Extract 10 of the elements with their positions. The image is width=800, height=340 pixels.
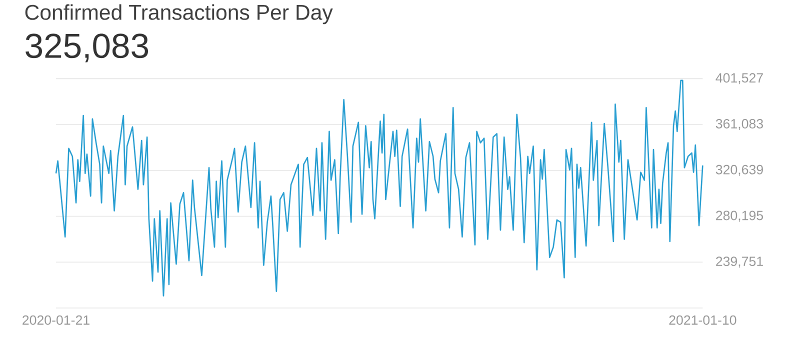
- y-tick-label: 280,195: [716, 210, 764, 222]
- y-tick-label: 401,527: [716, 73, 763, 84]
- chart-title: Confirmed Transactions Per Day: [25, 4, 333, 24]
- x-tick-label: 2020-01-21: [22, 315, 90, 325]
- y-tick-label: 239,751: [716, 256, 763, 268]
- x-tick-label: 2021-01-10: [669, 315, 736, 325]
- y-tick-label: 361,083: [716, 119, 763, 130]
- line-series: [55, 80, 704, 297]
- y-tick-label: 320,639: [716, 164, 763, 176]
- chart-subtitle: 325,083: [26, 34, 148, 62]
